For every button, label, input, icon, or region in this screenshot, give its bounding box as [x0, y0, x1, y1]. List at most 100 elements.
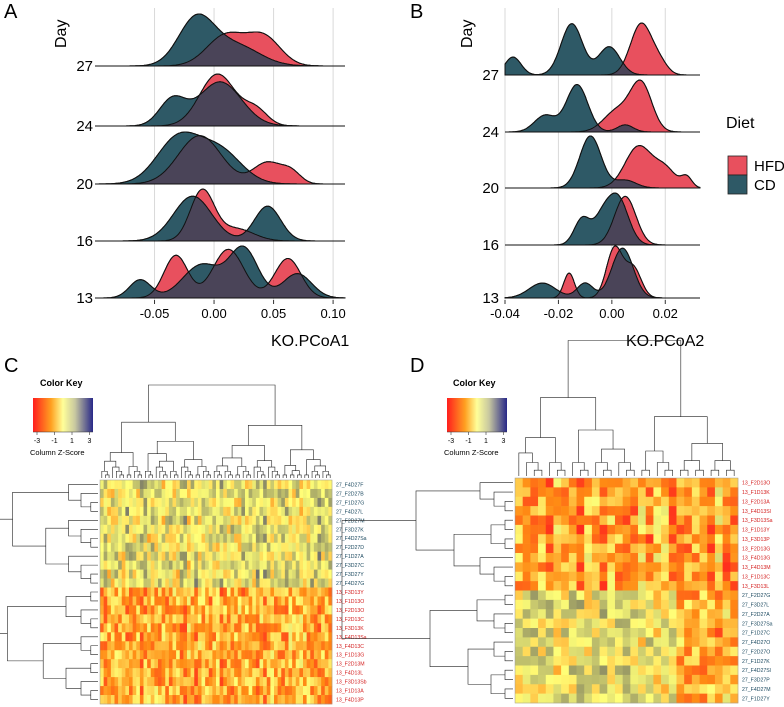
- heatmap-cell: [248, 524, 253, 535]
- heatmap-cell: [158, 623, 162, 633]
- heatmap-cell: [306, 605, 311, 615]
- heatmap-cell: [676, 618, 685, 629]
- heatmap-cell: [676, 590, 685, 601]
- heatmap-cell: [176, 497, 181, 508]
- heatmap-cell: [259, 668, 264, 678]
- heatmap-cell: [183, 623, 188, 633]
- heatmap-cell: [201, 668, 206, 678]
- heatmap-cell: [288, 695, 293, 705]
- heatmap-cell: [158, 569, 162, 579]
- heatmap-cell: [661, 684, 670, 694]
- heatmap-cell: [614, 590, 623, 601]
- heatmap-cell: [190, 596, 195, 606]
- dendrogram-branch: [121, 421, 176, 453]
- heatmap-cell: [295, 480, 300, 490]
- heatmap-cell: [584, 665, 593, 676]
- heatmap-cell: [259, 587, 264, 597]
- heatmap-cell: [328, 578, 333, 588]
- heatmap-cell: [100, 569, 104, 579]
- heatmap-cell: [168, 578, 173, 588]
- heatmap-cell: [584, 693, 593, 704]
- heatmap-cell: [561, 637, 570, 648]
- heatmap-cell: [699, 524, 708, 535]
- heatmap-cell: [684, 646, 693, 657]
- heatmap-cell: [255, 623, 260, 633]
- heatmap-cell: [205, 480, 210, 490]
- heatmap-cell: [176, 480, 181, 490]
- heatmap-cell: [591, 618, 600, 629]
- heatmap-cell: [584, 609, 593, 619]
- heatmap-cell: [614, 684, 623, 694]
- heatmap-cell: [645, 543, 654, 554]
- heatmap-cell: [125, 551, 130, 561]
- heatmap-cell: [259, 551, 264, 561]
- heatmap-cell: [158, 596, 162, 606]
- heatmap-cell: [310, 560, 315, 570]
- heatmap-cell: [684, 609, 693, 619]
- heatmap-cell: [121, 659, 126, 669]
- heatmap-cell: [197, 695, 202, 705]
- heatmap-cell: [226, 623, 231, 633]
- heatmap-cell: [317, 551, 322, 561]
- row-label: 27_F1D27C: [742, 631, 770, 637]
- legend-swatch-cd: [727, 174, 748, 195]
- heatmap-cell: [707, 553, 716, 563]
- heatmap-cell: [125, 668, 130, 678]
- heatmap-cell: [699, 590, 708, 601]
- heatmap-cell: [118, 488, 123, 499]
- heatmap-cell: [187, 515, 191, 526]
- heatmap-cell: [194, 668, 199, 678]
- dendrogram-branch: [680, 469, 689, 476]
- heatmap-cell: [653, 487, 662, 498]
- heatmap-cell: [568, 581, 577, 591]
- heatmap-cell: [241, 578, 246, 588]
- x-tick-label-B-1: -0.02: [544, 306, 574, 321]
- heatmap-cell: [248, 659, 253, 669]
- heatmap-cell: [303, 695, 307, 705]
- heatmap-cell: [266, 659, 271, 669]
- heatmap-cell: [707, 506, 716, 516]
- heatmap-cell: [707, 515, 716, 526]
- heatmap-cell: [114, 605, 119, 615]
- heatmap-cell: [165, 659, 170, 669]
- heatmap-cell: [125, 677, 130, 687]
- heatmap-cell: [584, 543, 593, 554]
- heatmap-cell: [223, 542, 228, 552]
- heatmap-cell: [270, 542, 275, 552]
- heatmap-cell: [274, 659, 278, 669]
- heatmap-cell: [288, 533, 293, 544]
- heatmap-cell: [241, 524, 246, 535]
- heatmap-cell: [216, 596, 220, 606]
- heatmap-cell: [576, 562, 585, 573]
- heatmap-cell: [313, 569, 318, 579]
- heatmap-cell: [310, 659, 315, 669]
- heatmap-cell: [561, 506, 570, 516]
- heatmap-cell: [313, 659, 318, 669]
- heatmap-cell: [266, 641, 271, 651]
- heatmap-cell: [306, 515, 311, 526]
- heatmap-cell: [201, 497, 206, 508]
- row-label: 27_F1D27G: [336, 500, 364, 506]
- heatmap-cell: [223, 551, 228, 561]
- heatmap-cell: [150, 686, 155, 696]
- heatmap-cell: [154, 506, 159, 517]
- heatmap-cell: [190, 650, 195, 660]
- heatmap-cell: [668, 562, 677, 573]
- heatmap-cell: [136, 668, 141, 678]
- heatmap-cell: [252, 587, 257, 597]
- legend-label-hfd: HFD: [754, 158, 784, 175]
- heatmap-cell: [172, 686, 177, 696]
- heatmap-cell: [684, 693, 693, 704]
- heatmap-cell: [150, 524, 155, 535]
- heatmap-cell: [284, 542, 289, 552]
- heatmap-cell: [306, 659, 311, 669]
- heatmap-cell: [553, 693, 562, 704]
- heatmap-cell: [252, 551, 257, 561]
- heatmap-cell: [607, 534, 616, 544]
- heatmap-cell: [139, 542, 144, 552]
- heatmap-cell: [226, 524, 231, 535]
- heatmap-cell: [172, 480, 177, 490]
- x-tick-label-B-2: 0.00: [599, 306, 624, 321]
- x-axis-title-b: KO.PCoA2: [626, 333, 704, 350]
- heatmap-cell: [668, 693, 677, 704]
